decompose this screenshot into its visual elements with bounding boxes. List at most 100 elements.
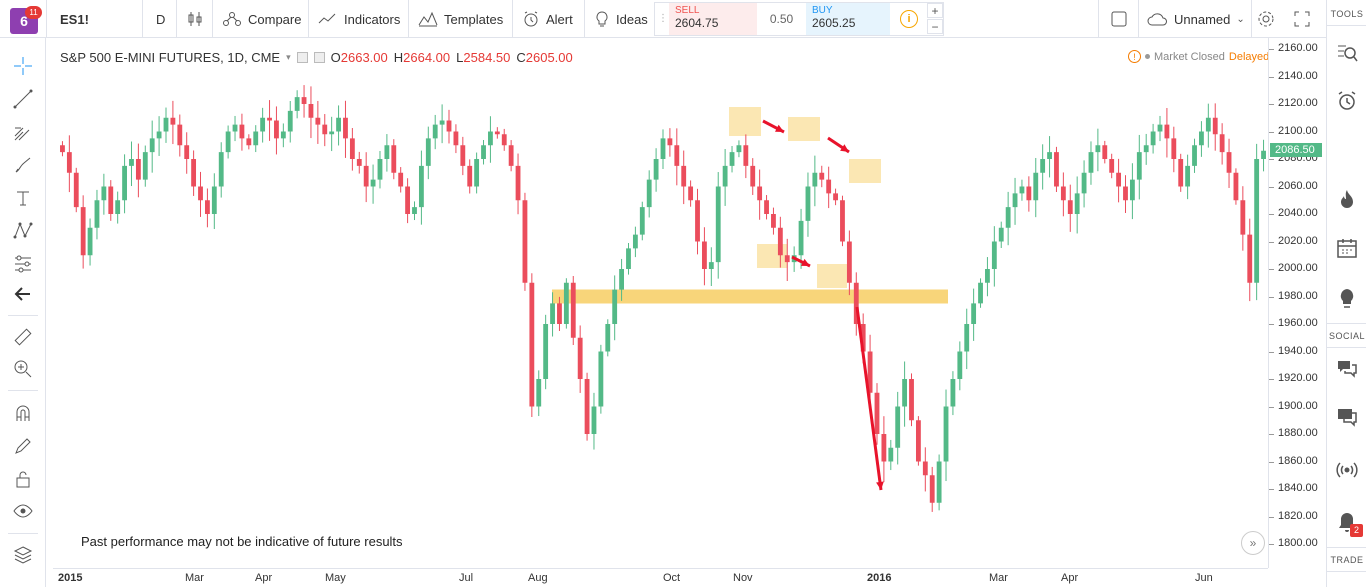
close-icon[interactable] — [313, 52, 325, 63]
price-tick-label: 1980.00 — [1278, 289, 1318, 302]
candle-body — [1129, 179, 1135, 201]
hide-tool[interactable] — [11, 499, 35, 523]
object-tree-tool[interactable] — [11, 543, 35, 567]
candle-body — [557, 303, 562, 324]
time-tick-label: Apr — [255, 572, 273, 584]
candle-body — [508, 145, 514, 166]
back-tool[interactable] — [11, 282, 35, 306]
time-axis[interactable]: 2015 Mar Apr May Jul Aug Oct Nov 2016 Mar Apr Jun — [53, 568, 1268, 587]
candle-body — [418, 165, 424, 208]
candle-body — [1205, 117, 1211, 132]
separator — [1098, 0, 1099, 38]
chart-title[interactable]: S&P 500 E-MINI FUTURES, 1D, CME — [60, 50, 281, 65]
zoom-in-icon — [14, 360, 32, 378]
price-tick-mark — [1269, 461, 1274, 463]
candle-body — [267, 117, 272, 121]
candle-body — [329, 131, 335, 135]
calendar-button[interactable] — [1335, 236, 1359, 260]
candle-body — [895, 406, 901, 448]
alert-button[interactable]: Alert — [522, 0, 573, 38]
sell-button[interactable]: SELL 2604.75 — [669, 3, 757, 35]
interval-button[interactable]: D — [156, 0, 165, 38]
alerts-button[interactable] — [1335, 89, 1359, 113]
chat-button[interactable] — [1335, 357, 1359, 381]
price-tick-mark — [1269, 324, 1274, 325]
candle-body — [605, 324, 611, 352]
chart-style-button[interactable] — [186, 0, 204, 38]
candle-body — [336, 117, 341, 132]
candle-body — [1005, 207, 1011, 228]
candle-body — [343, 117, 348, 139]
compare-label: Compare — [248, 11, 302, 27]
candle-body — [142, 152, 148, 180]
chat-icon — [1338, 361, 1357, 378]
indicators-button[interactable]: Indicators — [318, 0, 400, 38]
candle-body — [204, 200, 210, 214]
quantity-plus-button[interactable]: + — [927, 3, 943, 18]
ideas-button[interactable]: Ideas — [594, 0, 648, 38]
separator — [1138, 0, 1139, 38]
price-tick-label: 2020.00 — [1278, 234, 1318, 247]
scroll-to-realtime-button[interactable]: » — [1241, 531, 1265, 555]
trade-widget: ⋮⋮ SELL 2604.75 0.50 BUY 2605.25 i + − — [654, 2, 944, 36]
candle-body — [619, 269, 624, 290]
fullscreen-toggle[interactable] — [1111, 0, 1127, 38]
fullscreen-button[interactable] — [1294, 0, 1310, 38]
candle-body — [218, 152, 224, 187]
brush-tool[interactable] — [11, 153, 35, 177]
price-chart[interactable] — [53, 43, 1267, 562]
settings-button[interactable] — [1257, 0, 1275, 38]
separator — [176, 0, 177, 38]
settings-icon[interactable] — [296, 52, 308, 63]
price-tick-mark — [1269, 489, 1274, 490]
text-tool[interactable] — [11, 186, 35, 210]
candle-body — [660, 138, 666, 159]
candle-body — [978, 282, 983, 304]
candle-body — [122, 165, 127, 201]
candle-body — [943, 406, 949, 462]
separator — [8, 533, 38, 534]
drag-handle-icon[interactable]: ⋮⋮ — [658, 13, 678, 24]
low-key: L — [456, 50, 464, 65]
candle-body — [867, 351, 873, 393]
candle-body — [991, 241, 997, 269]
candle-body — [840, 200, 845, 242]
alarm-clock-icon — [1338, 91, 1356, 110]
chart-legend: S&P 500 E-MINI FUTURES, 1D, CME ▾ O2663.… — [60, 50, 573, 65]
measure-tool[interactable] — [11, 325, 35, 349]
crosshair-tool[interactable] — [11, 54, 35, 78]
candle-body — [363, 165, 369, 187]
price-axis[interactable]: 2160.00 2140.00 2120.00 2100.00 2080.00 2060.… — [1268, 38, 1326, 568]
candle-body — [294, 97, 300, 111]
buy-button[interactable]: BUY 2605.25 — [806, 3, 890, 35]
zoom-tool[interactable] — [11, 357, 35, 381]
high-value: 2664.00 — [403, 50, 451, 65]
trend-line-tool[interactable] — [11, 87, 35, 111]
private-chat-button[interactable] — [1335, 405, 1359, 429]
candle-body — [101, 186, 107, 201]
pattern-tool[interactable] — [11, 219, 35, 243]
warning-icon[interactable]: ! — [1128, 50, 1141, 63]
tools-label: TOOLS — [1330, 9, 1364, 19]
watchlist-button[interactable] — [1335, 41, 1359, 65]
hotlists-button[interactable] — [1335, 187, 1359, 211]
magnet-tool[interactable] — [11, 401, 35, 425]
symbol-search-button[interactable]: ES1! — [60, 0, 89, 38]
ideas-stream-button[interactable] — [1335, 286, 1359, 310]
layout-menu-button[interactable]: Unnamed ⌄ — [1146, 0, 1245, 38]
chevron-down-icon[interactable]: ▾ — [286, 52, 291, 62]
candle-body — [639, 207, 645, 235]
streams-button[interactable] — [1335, 458, 1359, 482]
candle-body — [881, 434, 887, 462]
lock-tool[interactable] — [11, 467, 35, 491]
compare-button[interactable]: Compare — [222, 0, 301, 38]
fib-tool[interactable] — [11, 120, 35, 144]
flame-icon — [1341, 190, 1353, 208]
candle-body — [439, 120, 445, 125]
info-icon[interactable]: i — [900, 10, 918, 28]
templates-button[interactable]: Templates — [418, 0, 503, 38]
stay-drawing-tool[interactable] — [11, 434, 35, 458]
quantity-minus-button[interactable]: − — [927, 19, 943, 34]
price-tick-label: 1960.00 — [1278, 317, 1318, 329]
prediction-tool[interactable] — [11, 252, 35, 276]
